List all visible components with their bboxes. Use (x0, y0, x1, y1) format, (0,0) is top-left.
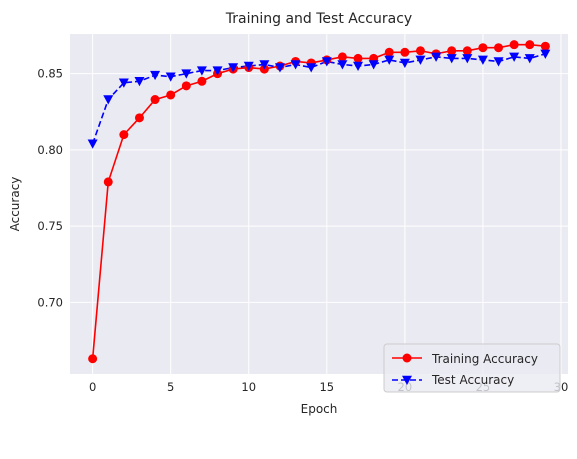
test-accuracy-point (87, 139, 98, 149)
chart-title: Training and Test Accuracy (225, 11, 412, 27)
test-accuracy-point (337, 60, 348, 70)
training-accuracy-point (525, 40, 535, 50)
test-accuracy-point (415, 55, 426, 65)
test-accuracy-point (524, 54, 535, 64)
test-accuracy-point (540, 49, 551, 59)
y-axis-ticks: 0.70 0.75 0.80 0.85 (37, 67, 63, 310)
test-accuracy-point (290, 60, 301, 70)
test-accuracy-point (228, 63, 239, 73)
training-accuracy-point (88, 354, 98, 364)
test-accuracy-point (103, 95, 114, 105)
training-accuracy-point (197, 76, 207, 86)
training-accuracy-point (119, 130, 129, 140)
training-accuracy-point (353, 53, 363, 63)
training-accuracy-point (103, 177, 113, 187)
y-tick-label: 0.70 (37, 295, 63, 309)
test-accuracy-point (493, 57, 504, 67)
legend-marker-test (402, 375, 412, 385)
x-axis-label: Epoch (301, 402, 338, 416)
test-accuracy-point (384, 55, 395, 65)
training-accuracy-point (337, 52, 347, 62)
test-accuracy-point (462, 54, 473, 64)
training-accuracy-point (494, 43, 504, 53)
y-tick-label: 0.85 (37, 67, 63, 81)
legend-label-training: Training Accuracy (431, 352, 538, 366)
test-accuracy-point (181, 69, 192, 79)
test-accuracy-point (165, 72, 176, 82)
x-tick-label: 10 (241, 380, 256, 394)
legend: Training Accuracy Test Accuracy (383, 343, 561, 393)
training-accuracy-point (462, 46, 472, 56)
training-accuracy-point (150, 95, 160, 105)
test-accuracy-point (446, 54, 457, 64)
test-accuracy-point (431, 52, 442, 62)
test-accuracy-point (321, 57, 332, 67)
training-accuracy-point (447, 46, 457, 56)
plot-area (70, 34, 568, 374)
series-markers (87, 40, 551, 364)
test-accuracy-point (134, 77, 145, 87)
legend-label-test: Test Accuracy (431, 373, 514, 387)
test-accuracy-point (306, 63, 317, 73)
training-accuracy-point (400, 47, 410, 57)
legend-box (383, 343, 561, 393)
y-axis-label: Accuracy (8, 177, 22, 232)
y-tick-label: 0.75 (37, 219, 63, 233)
y-tick-label: 0.80 (37, 143, 63, 157)
test-accuracy-point (150, 70, 161, 81)
x-tick-label: 0 (89, 380, 96, 394)
test-accuracy-point (399, 58, 410, 68)
test-accuracy-point (477, 55, 488, 65)
x-tick-label: 5 (167, 380, 174, 394)
training-accuracy-point (384, 47, 394, 57)
legend-marker-training (402, 353, 412, 363)
training-accuracy-point (540, 41, 550, 51)
test-accuracy-point (509, 52, 520, 62)
test-accuracy-point (353, 61, 364, 72)
test-accuracy-point (118, 78, 129, 88)
test-accuracy-point (212, 66, 223, 76)
training-accuracy-point (415, 46, 425, 56)
training-accuracy-point (134, 113, 144, 123)
test-accuracy-point (243, 61, 254, 72)
test-accuracy-point (274, 63, 285, 73)
training-accuracy-point (509, 40, 519, 50)
training-accuracy-point (478, 43, 488, 53)
test-accuracy-point (259, 60, 270, 70)
test-accuracy-point (196, 66, 207, 76)
test-accuracy-point (368, 60, 379, 70)
training-accuracy-point (166, 90, 176, 100)
training-accuracy-point (181, 81, 191, 91)
x-tick-label: 15 (319, 380, 334, 394)
